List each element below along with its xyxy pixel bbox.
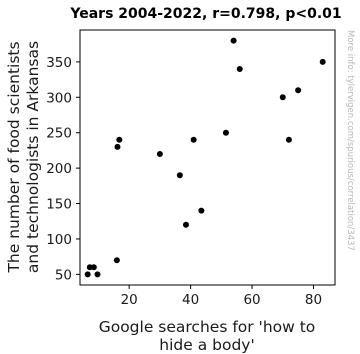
data-point xyxy=(222,129,229,136)
data-point xyxy=(182,221,189,228)
y-axis-title-line-1: The number of food scientists xyxy=(5,41,23,273)
data-point xyxy=(114,143,121,150)
data-point xyxy=(116,136,123,143)
y-axis-title: The number of food scientists and techno… xyxy=(5,41,42,274)
y-axis-ticks: 50 100 150 200 250 300 350 xyxy=(46,55,80,283)
y-tick-label: 350 xyxy=(46,55,72,71)
data-point xyxy=(285,136,292,143)
data-point xyxy=(319,58,326,65)
y-axis-title-line-2: and technologists in Arkansas xyxy=(24,41,42,273)
data-point xyxy=(279,94,286,101)
y-tick-label: 150 xyxy=(46,197,72,213)
x-axis-ticks: 20 40 60 80 xyxy=(121,285,322,308)
y-tick-label: 250 xyxy=(46,126,72,142)
y-tick-label: 50 xyxy=(55,267,72,283)
y-tick-label: 200 xyxy=(46,161,72,177)
data-point xyxy=(295,87,302,94)
x-tick-label: 60 xyxy=(243,292,260,308)
y-tick-label: 100 xyxy=(46,232,72,248)
x-tick-label: 20 xyxy=(121,292,138,308)
watermark-text: More info: tylervigen.com/spurious/corre… xyxy=(345,30,355,251)
x-axis-title: Google searches for 'how to hide a body' xyxy=(99,318,316,354)
plot-area xyxy=(79,29,336,286)
data-point xyxy=(113,257,120,264)
x-tick-label: 40 xyxy=(182,292,199,308)
data-point xyxy=(190,136,197,143)
x-axis-title-line-1: Google searches for 'how to xyxy=(99,318,316,336)
data-point xyxy=(198,207,205,214)
chart-title: Years 2004-2022, r=0.798, p<0.01 xyxy=(69,6,341,22)
data-point xyxy=(230,37,237,44)
data-point xyxy=(94,271,101,278)
data-point xyxy=(176,172,183,179)
x-axis-title-line-2: hide a body' xyxy=(159,336,254,354)
data-point xyxy=(90,264,97,271)
y-tick-label: 300 xyxy=(46,90,72,106)
data-point xyxy=(156,150,163,157)
data-points xyxy=(84,37,326,278)
x-tick-label: 80 xyxy=(305,292,322,308)
data-point xyxy=(84,271,91,278)
data-point xyxy=(236,65,243,72)
